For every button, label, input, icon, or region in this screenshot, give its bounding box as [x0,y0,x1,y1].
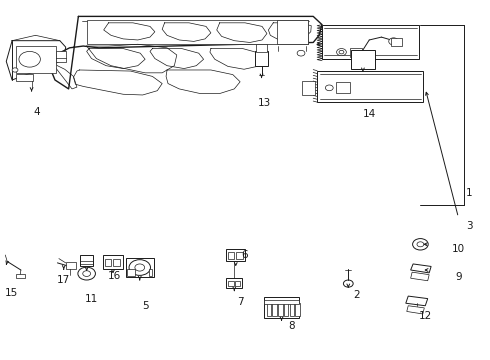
Circle shape [78,267,96,280]
Text: 12: 12 [418,311,432,321]
Text: 1: 1 [466,188,472,198]
Text: 11: 11 [85,294,98,303]
Bar [265,300,298,304]
Bar [114,258,120,266]
Circle shape [337,49,346,56]
Circle shape [19,51,40,67]
Circle shape [339,50,344,54]
Circle shape [325,85,333,91]
Circle shape [417,242,424,247]
Bar [105,258,111,266]
Bar [350,48,363,57]
Polygon shape [407,306,424,314]
Bar [80,255,93,266]
Bar [265,297,298,318]
Text: 9: 9 [455,272,462,282]
Text: 7: 7 [237,297,244,307]
Bar [391,38,402,46]
Polygon shape [411,272,429,281]
Polygon shape [411,264,431,273]
Bar [284,303,288,316]
Bar [317,71,423,102]
Text: 10: 10 [452,244,465,253]
Text: 8: 8 [288,321,294,331]
Text: 3: 3 [466,221,472,231]
Bar [228,252,234,259]
Bar [103,255,123,269]
Text: 4: 4 [33,107,40,117]
Circle shape [135,264,145,271]
Bar [226,249,245,261]
Bar [290,303,294,316]
Text: 15: 15 [4,288,18,297]
Bar [125,257,154,277]
Bar [87,20,308,44]
Bar [336,82,350,93]
Bar [295,303,299,316]
Text: 17: 17 [57,275,71,285]
Bar [322,24,419,59]
Text: 2: 2 [353,290,359,300]
Bar [236,252,243,259]
Bar [127,269,135,276]
Bar [16,46,56,73]
Bar [56,51,66,62]
Bar [16,74,33,81]
Circle shape [129,260,150,275]
Circle shape [343,280,353,287]
Text: 5: 5 [142,301,148,311]
Bar [351,50,374,68]
Bar [267,303,271,316]
Text: 6: 6 [242,250,248,260]
Bar [277,20,308,44]
Circle shape [297,50,305,56]
Bar [226,278,242,288]
Text: 14: 14 [363,109,376,119]
Polygon shape [406,296,428,306]
Bar [302,81,315,95]
Circle shape [389,38,398,45]
Bar [235,281,240,287]
Bar [256,44,268,52]
Bar [148,269,152,276]
Bar [66,262,76,269]
Circle shape [83,271,91,276]
Bar [255,51,269,66]
Bar [278,303,283,316]
Bar [272,303,277,316]
Text: 13: 13 [258,98,271,108]
Bar [16,274,25,278]
Circle shape [413,239,428,250]
Bar [228,281,234,287]
Text: 16: 16 [108,271,122,281]
Circle shape [12,68,18,72]
